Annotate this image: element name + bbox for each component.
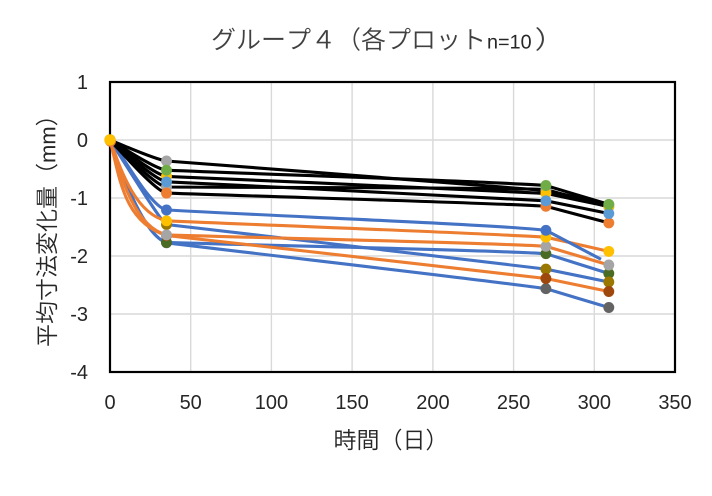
svg-text:150: 150 — [335, 392, 368, 414]
svg-text:300: 300 — [578, 392, 611, 414]
svg-text:250: 250 — [497, 392, 530, 414]
svg-text:0: 0 — [77, 130, 88, 152]
svg-text:1: 1 — [77, 72, 88, 94]
svg-text:200: 200 — [416, 392, 449, 414]
svg-text:-3: -3 — [70, 304, 88, 326]
svg-text:0: 0 — [104, 392, 115, 414]
svg-text:50: 50 — [180, 392, 202, 414]
svg-text:-1: -1 — [70, 188, 88, 210]
svg-text:100: 100 — [255, 392, 288, 414]
svg-text:-2: -2 — [70, 246, 88, 268]
svg-text:-4: -4 — [70, 362, 88, 384]
svg-text:350: 350 — [658, 392, 691, 414]
